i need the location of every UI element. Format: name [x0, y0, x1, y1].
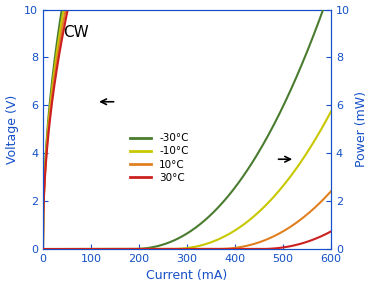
Y-axis label: Power (mW): Power (mW) [355, 91, 368, 167]
Text: CW: CW [63, 25, 89, 40]
Legend: -30°C, -10°C, 10°C, 30°C: -30°C, -10°C, 10°C, 30°C [126, 129, 193, 187]
X-axis label: Current (mA): Current (mA) [146, 270, 228, 283]
Y-axis label: Voltage (V): Voltage (V) [6, 95, 19, 164]
